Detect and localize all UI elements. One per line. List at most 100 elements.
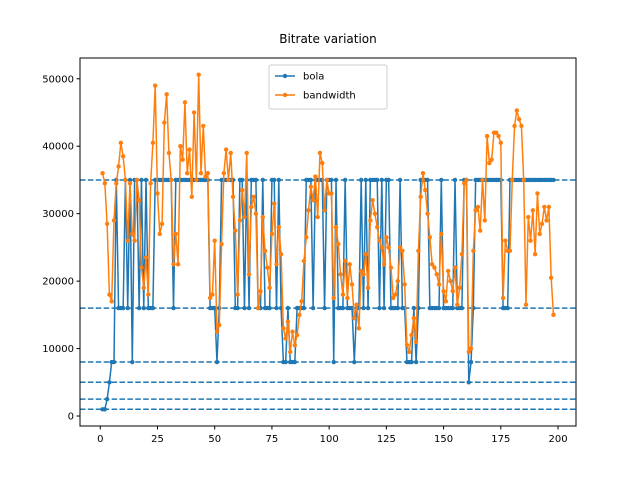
data-point [489, 157, 494, 162]
data-point [102, 407, 108, 412]
data-point [301, 305, 307, 311]
data-point [548, 275, 554, 280]
data-point [452, 265, 458, 270]
data-point [468, 359, 474, 365]
data-point [537, 231, 542, 237]
data-point [283, 336, 288, 341]
data-point [143, 255, 149, 260]
data-point [308, 184, 314, 189]
plot-area [80, 72, 576, 412]
data-point [324, 177, 330, 183]
data-point [445, 268, 451, 274]
data-point [173, 231, 178, 237]
data-point [340, 292, 346, 297]
data-point [214, 359, 220, 365]
data-point [242, 305, 247, 311]
data-point [169, 177, 174, 183]
data-point [308, 177, 314, 183]
data-point [242, 214, 247, 220]
data-point [546, 204, 552, 210]
data-point [361, 305, 366, 311]
data-point [155, 191, 160, 196]
data-point [104, 396, 110, 402]
data-point [255, 305, 261, 311]
data-point [180, 157, 185, 162]
x-tick-label: 125 [377, 434, 396, 445]
data-point [375, 224, 380, 230]
data-point [363, 177, 368, 183]
series-line [101, 74, 555, 355]
data-point [402, 282, 407, 287]
data-point [523, 302, 529, 307]
data-point [107, 292, 112, 297]
data-point [436, 282, 442, 287]
legend-box [268, 64, 388, 110]
data-point [143, 177, 149, 183]
data-point [377, 305, 382, 311]
data-point [338, 272, 343, 277]
data-point [171, 262, 176, 267]
data-point [288, 349, 293, 355]
data-point [358, 268, 364, 274]
data-point [164, 92, 169, 97]
data-point [395, 305, 401, 311]
data-point [246, 272, 252, 277]
x-tick-label: 200 [548, 434, 567, 445]
data-point [329, 177, 334, 183]
data-point [441, 289, 446, 294]
data-point [187, 147, 192, 152]
data-point [466, 380, 471, 385]
data-point [510, 177, 515, 183]
data-point [120, 154, 126, 159]
x-tick-label: 150 [434, 434, 453, 445]
data-point [512, 123, 517, 129]
data-point [297, 312, 302, 318]
data-point [276, 177, 281, 183]
data-point [118, 140, 124, 146]
data-point [535, 191, 540, 196]
data-point [171, 305, 176, 311]
data-point [139, 265, 144, 270]
data-point [210, 292, 215, 297]
data-point [107, 380, 112, 385]
y-tick-label: 30000 [42, 209, 74, 220]
data-point [461, 181, 467, 186]
data-point [294, 332, 300, 338]
data-point [450, 289, 455, 294]
data-point [139, 177, 144, 183]
data-point [315, 214, 320, 220]
data-point [386, 245, 391, 250]
data-point [333, 224, 339, 230]
data-point [134, 177, 140, 183]
data-point [347, 262, 352, 267]
data-point [116, 164, 121, 169]
data-point [482, 218, 487, 223]
data-point [429, 262, 435, 267]
data-point [413, 339, 419, 345]
data-point [299, 299, 304, 304]
data-point [301, 258, 307, 264]
data-point [258, 289, 263, 294]
data-point [514, 108, 520, 113]
data-point [368, 218, 373, 223]
data-point [317, 150, 323, 156]
data-point [104, 221, 110, 226]
data-point [150, 305, 156, 311]
data-point [478, 228, 483, 233]
data-point [475, 204, 481, 210]
data-point [201, 123, 206, 129]
data-point [249, 204, 254, 210]
x-tick-label: 175 [491, 434, 510, 445]
data-point [267, 285, 272, 291]
data-point [409, 359, 414, 365]
data-point [395, 278, 401, 284]
data-point [494, 130, 499, 135]
data-point [272, 201, 277, 206]
legend-marker [282, 73, 288, 79]
data-point [125, 238, 130, 243]
axes-frame [79, 57, 577, 427]
data-point [342, 177, 348, 183]
y-tick-label: 50000 [42, 74, 74, 85]
data-point [178, 144, 183, 149]
data-point [262, 248, 268, 253]
